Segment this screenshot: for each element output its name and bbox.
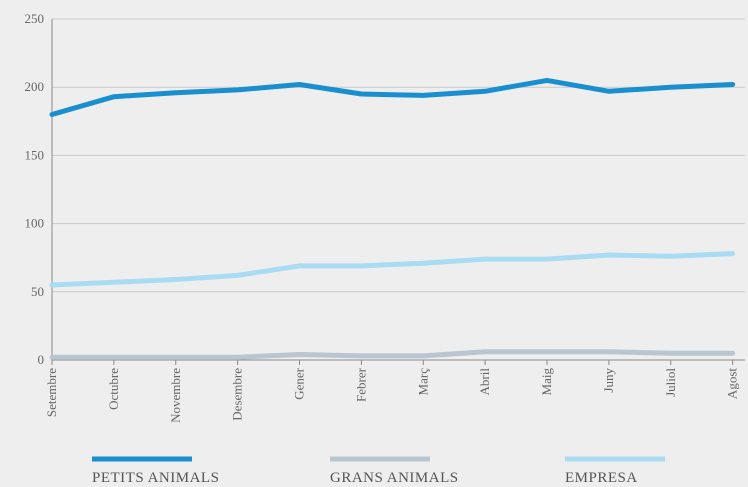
data-point (50, 112, 54, 116)
data-point (50, 283, 54, 287)
grid-lines (52, 18, 745, 361)
data-point (174, 278, 178, 282)
data-point (545, 350, 549, 354)
data-point (669, 85, 673, 89)
data-point (545, 257, 549, 261)
x-tick-label: Setembre (44, 368, 59, 417)
data-point (174, 355, 178, 359)
data-point (112, 95, 116, 99)
data-point (298, 82, 301, 86)
data-point (236, 88, 240, 92)
y-tick-label: 150 (25, 147, 45, 162)
data-point (607, 253, 611, 257)
data-point (607, 350, 611, 354)
axes (51, 19, 745, 365)
data-point (545, 78, 549, 82)
x-tick-label: Agost (725, 368, 740, 399)
x-tick-labels: Setembre Octubre Novembre Desembre Gener Febr… (44, 367, 740, 423)
data-point (298, 264, 301, 268)
data-point (50, 355, 54, 359)
data-point (359, 354, 363, 358)
data-point (112, 280, 116, 284)
series-line (49, 251, 736, 288)
data-point (359, 264, 363, 268)
y-tick-label: 50 (31, 284, 44, 299)
x-tick-label: Juliol (663, 368, 678, 397)
data-point (236, 355, 240, 359)
y-tick-label: 100 (25, 216, 45, 231)
data-point (112, 355, 116, 359)
x-tick-label: Desembre (230, 368, 245, 421)
data-point (669, 351, 673, 355)
y-tick-label: 0 (38, 352, 45, 367)
x-tick-label: Abril (477, 368, 492, 396)
y-tick-label: 200 (25, 79, 45, 94)
x-tick-label: Maig (539, 368, 554, 396)
data-point (174, 91, 178, 95)
data-point (359, 92, 363, 96)
y-tick-label: 250 (25, 11, 45, 26)
x-tick-label: Març (415, 368, 430, 396)
data-point (421, 354, 425, 358)
x-tick-label: Octubre (106, 368, 121, 410)
legend-label: GRANS ANIMALS (330, 470, 459, 486)
x-tick-label: Novembre (168, 368, 183, 423)
data-point (483, 257, 487, 261)
series-lines (49, 77, 736, 360)
x-tick-label: Juny (601, 368, 616, 393)
series-line (49, 77, 736, 117)
data-point (607, 89, 611, 93)
data-point (421, 261, 425, 265)
data-point (483, 350, 487, 354)
data-point (731, 252, 735, 256)
data-point (731, 351, 735, 355)
legend: PETITS ANIMALS GRANS ANIMALS EMPRESA (92, 456, 665, 486)
legend-label: EMPRESA (565, 470, 638, 486)
x-tick-label: Gener (292, 367, 307, 399)
data-point (298, 353, 301, 357)
data-point (421, 93, 425, 97)
series-line (49, 349, 736, 360)
x-tick-label: Febrer (353, 367, 368, 402)
data-point (731, 82, 735, 86)
data-point (669, 254, 673, 258)
legend-label: PETITS ANIMALS (92, 470, 219, 486)
data-point (483, 89, 487, 93)
y-tick-labels: 0 50 100 150 200 250 (25, 11, 45, 367)
data-point (236, 273, 240, 277)
